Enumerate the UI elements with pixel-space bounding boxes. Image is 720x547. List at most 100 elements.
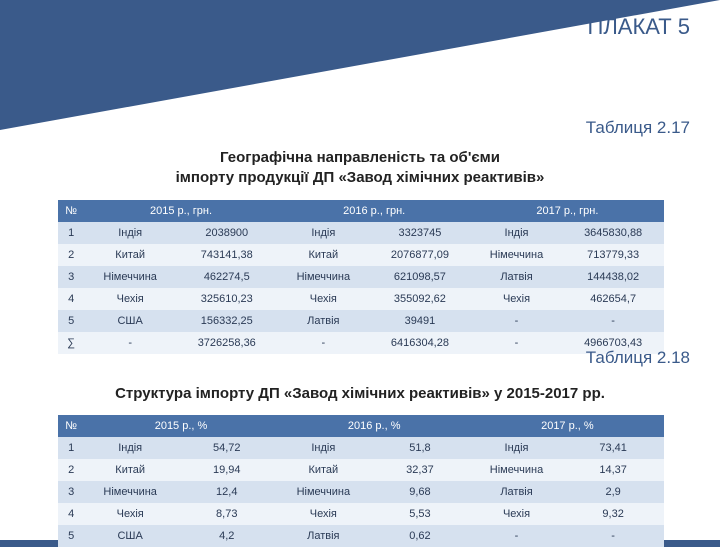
- country-cell: -: [471, 310, 563, 332]
- value-cell: 32,37: [369, 459, 471, 481]
- value-cell: 51,8: [369, 437, 471, 459]
- country-cell: Чехія: [471, 503, 563, 525]
- country-cell: Чехія: [84, 288, 176, 310]
- country-cell: Німеччина: [471, 244, 563, 266]
- value-cell: 2038900: [176, 222, 278, 244]
- row-num: 3: [58, 481, 84, 503]
- table-row: 3Німеччина462274,5Німеччина621098,57Латв…: [58, 266, 664, 288]
- country-cell: США: [84, 525, 176, 547]
- table-row: 3Німеччина12,4Німеччина9,68Латвія2,9: [58, 481, 664, 503]
- value-cell: 325610,23: [176, 288, 278, 310]
- value-cell: 621098,57: [369, 266, 471, 288]
- country-cell: Чехія: [278, 288, 370, 310]
- value-cell: 12,4: [176, 481, 278, 503]
- country-cell: Китай: [84, 244, 176, 266]
- country-cell: Німеччина: [84, 481, 176, 503]
- value-cell: 144438,02: [562, 266, 664, 288]
- col-header: 2016 р., грн.: [278, 200, 471, 222]
- value-cell: -: [562, 525, 664, 547]
- table-row: 1Індія2038900Індія3323745Індія3645830,88: [58, 222, 664, 244]
- value-cell: 5,53: [369, 503, 471, 525]
- country-cell: Німеччина: [278, 266, 370, 288]
- country-cell: Чехія: [84, 503, 176, 525]
- country-cell: Чехія: [278, 503, 370, 525]
- value-cell: 4,2: [176, 525, 278, 547]
- country-cell: -: [471, 525, 563, 547]
- table-row: 4Чехія325610,23Чехія355092,62Чехія462654…: [58, 288, 664, 310]
- value-cell: 355092,62: [369, 288, 471, 310]
- value-cell: 2,9: [562, 481, 664, 503]
- value-cell: 6416304,28: [369, 332, 471, 354]
- row-num: 4: [58, 288, 84, 310]
- value-cell: 54,72: [176, 437, 278, 459]
- table-2: №2015 р., %2016 р., %2017 р., %1Індія54,…: [58, 415, 664, 547]
- table-1-title: Географічна направленість та об'єми імпо…: [0, 148, 720, 187]
- country-cell: Індія: [84, 222, 176, 244]
- col-header: №: [58, 200, 84, 222]
- row-num: 1: [58, 222, 84, 244]
- value-cell: 713779,33: [562, 244, 664, 266]
- country-cell: Німеччина: [471, 459, 563, 481]
- value-cell: 73,41: [562, 437, 664, 459]
- row-num: 3: [58, 266, 84, 288]
- value-cell: 3645830,88: [562, 222, 664, 244]
- value-cell: 14,37: [562, 459, 664, 481]
- country-cell: Індія: [471, 437, 563, 459]
- value-cell: 3726258,36: [176, 332, 278, 354]
- col-header: 2016 р., %: [278, 415, 471, 437]
- country-cell: США: [84, 310, 176, 332]
- value-cell: 19,94: [176, 459, 278, 481]
- value-cell: 462274,5: [176, 266, 278, 288]
- col-header: 2015 р., грн.: [84, 200, 277, 222]
- country-cell: -: [84, 332, 176, 354]
- country-cell: Індія: [278, 222, 370, 244]
- country-cell: Індія: [471, 222, 563, 244]
- value-cell: 0,62: [369, 525, 471, 547]
- value-cell: 9,68: [369, 481, 471, 503]
- table-2-label: Таблиця 2.18: [586, 348, 690, 368]
- table-row: 4Чехія8,73Чехія5,53Чехія9,32: [58, 503, 664, 525]
- row-num: 5: [58, 525, 84, 547]
- table-1-label: Таблиця 2.17: [586, 118, 690, 138]
- country-cell: Індія: [84, 437, 176, 459]
- value-cell: -: [562, 310, 664, 332]
- table-row: 5США156332,25Латвія39491--: [58, 310, 664, 332]
- table-row: 2Китай743141,38Китай2076877,09Німеччина7…: [58, 244, 664, 266]
- col-header: 2017 р., %: [471, 415, 664, 437]
- table-row: 2Китай19,94Китай32,37Німеччина14,37: [58, 459, 664, 481]
- value-cell: 9,32: [562, 503, 664, 525]
- row-num: 2: [58, 244, 84, 266]
- value-cell: 39491: [369, 310, 471, 332]
- value-cell: 2076877,09: [369, 244, 471, 266]
- country-cell: -: [278, 332, 370, 354]
- country-cell: Латвія: [471, 266, 563, 288]
- col-header: 2015 р., %: [84, 415, 277, 437]
- country-cell: Латвія: [471, 481, 563, 503]
- country-cell: Німеччина: [278, 481, 370, 503]
- value-cell: 743141,38: [176, 244, 278, 266]
- slide: ПЛАКАТ 5 Таблиця 2.17 Географічна направ…: [0, 0, 720, 540]
- value-cell: 462654,7: [562, 288, 664, 310]
- table-row: 1Індія54,72Індія51,8Індія73,41: [58, 437, 664, 459]
- value-cell: 156332,25: [176, 310, 278, 332]
- country-cell: Китай: [84, 459, 176, 481]
- col-header: №: [58, 415, 84, 437]
- country-cell: Німеччина: [84, 266, 176, 288]
- col-header: 2017 р., грн.: [471, 200, 664, 222]
- row-num: 2: [58, 459, 84, 481]
- table-1: №2015 р., грн.2016 р., грн.2017 р., грн.…: [58, 200, 664, 354]
- value-cell: 8,73: [176, 503, 278, 525]
- country-cell: Індія: [278, 437, 370, 459]
- table-row: ∑-3726258,36-6416304,28-4966703,43: [58, 332, 664, 354]
- row-num: ∑: [58, 332, 84, 354]
- table-2-title: Структура імпорту ДП «Завод хімічних реа…: [0, 384, 720, 404]
- value-cell: 3323745: [369, 222, 471, 244]
- slide-number: ПЛАКАТ 5: [588, 14, 690, 40]
- row-num: 4: [58, 503, 84, 525]
- row-num: 5: [58, 310, 84, 332]
- row-num: 1: [58, 437, 84, 459]
- country-cell: Чехія: [471, 288, 563, 310]
- country-cell: Латвія: [278, 310, 370, 332]
- country-cell: Латвія: [278, 525, 370, 547]
- country-cell: Китай: [278, 244, 370, 266]
